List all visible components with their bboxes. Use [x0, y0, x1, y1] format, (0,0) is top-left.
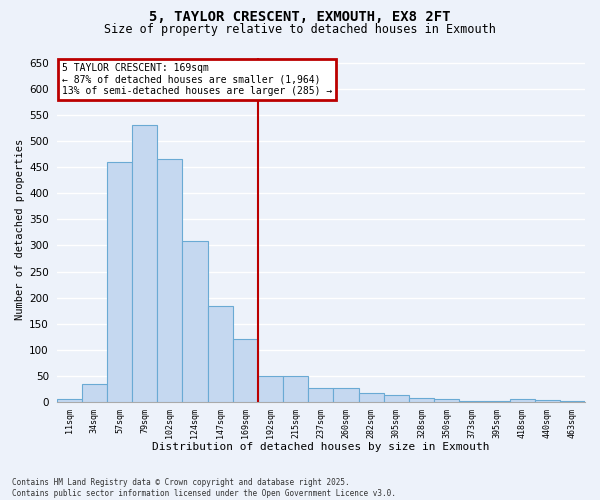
- Bar: [459, 400, 484, 402]
- Bar: [258, 376, 283, 402]
- Bar: [182, 242, 208, 402]
- Text: 5 TAYLOR CRESCENT: 169sqm
← 87% of detached houses are smaller (1,964)
13% of se: 5 TAYLOR CRESCENT: 169sqm ← 87% of detac…: [62, 62, 332, 96]
- Bar: [509, 400, 535, 402]
- Bar: [82, 384, 107, 402]
- Bar: [535, 400, 560, 402]
- Bar: [283, 376, 308, 402]
- Y-axis label: Number of detached properties: Number of detached properties: [15, 139, 25, 320]
- X-axis label: Distribution of detached houses by size in Exmouth: Distribution of detached houses by size …: [152, 442, 490, 452]
- Text: 5, TAYLOR CRESCENT, EXMOUTH, EX8 2FT: 5, TAYLOR CRESCENT, EXMOUTH, EX8 2FT: [149, 10, 451, 24]
- Bar: [208, 306, 233, 402]
- Bar: [383, 396, 409, 402]
- Bar: [409, 398, 434, 402]
- Bar: [157, 160, 182, 402]
- Bar: [434, 400, 459, 402]
- Text: Contains HM Land Registry data © Crown copyright and database right 2025.
Contai: Contains HM Land Registry data © Crown c…: [12, 478, 396, 498]
- Bar: [484, 401, 509, 402]
- Bar: [132, 126, 157, 402]
- Bar: [56, 400, 82, 402]
- Bar: [107, 162, 132, 402]
- Bar: [233, 340, 258, 402]
- Bar: [334, 388, 359, 402]
- Text: Size of property relative to detached houses in Exmouth: Size of property relative to detached ho…: [104, 22, 496, 36]
- Bar: [560, 400, 585, 402]
- Bar: [308, 388, 334, 402]
- Bar: [359, 393, 383, 402]
